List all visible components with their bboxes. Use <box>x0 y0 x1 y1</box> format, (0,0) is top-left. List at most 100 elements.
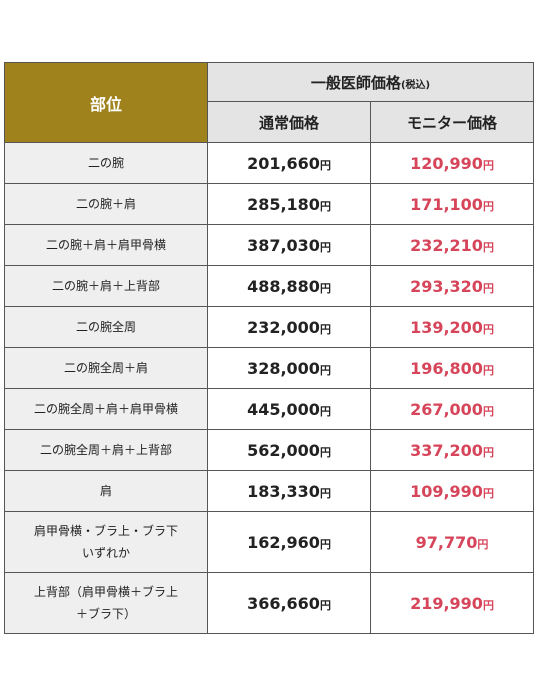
regular-price-cell: 488,880円 <box>207 265 371 307</box>
monitor-price-cell: 196,800円 <box>370 347 534 389</box>
regular-price-cell: 387,030円 <box>207 224 371 266</box>
regular-price-value: 488,880 <box>247 276 320 296</box>
yen-unit: 円 <box>319 537 331 551</box>
monitor-price-value: 267,000 <box>410 399 483 419</box>
table-row: 二の腕全周 232,000円 139,200円 <box>4 306 534 348</box>
price-table: 部位 一般医師価格(税込) 通常価格 モニター価格 二の腕 201,660円 120… <box>4 62 534 634</box>
yen-unit: 円 <box>319 281 331 295</box>
tax-note: (税込) <box>400 79 431 91</box>
part-cell: 上背部（肩甲骨横＋ブラ上 ＋ブラ下） <box>4 572 208 634</box>
table-row: 二の腕全周＋肩＋上背部 562,000円 337,200円 <box>4 429 534 471</box>
part-name: 肩 <box>99 484 112 498</box>
yen-unit: 円 <box>319 158 331 172</box>
yen-unit: 円 <box>477 537 489 551</box>
monitor-price-cell: 219,990円 <box>370 572 534 634</box>
monitor-price-value: 232,210 <box>410 235 483 255</box>
yen-unit: 円 <box>319 322 331 336</box>
yen-unit: 円 <box>482 158 494 172</box>
regular-price-value: 366,660 <box>247 593 320 613</box>
yen-unit: 円 <box>319 486 331 500</box>
yen-unit: 円 <box>482 486 494 500</box>
regular-price-cell: 232,000円 <box>207 306 371 348</box>
header-group-label: 一般医師価格 <box>310 73 401 92</box>
regular-price-cell: 183,330円 <box>207 470 371 512</box>
part-name: 二の腕＋肩 <box>75 197 136 211</box>
table-row: 上背部（肩甲骨横＋ブラ上 ＋ブラ下） 366,660円 219,990円 <box>4 572 534 634</box>
table-row: 二の腕全周＋肩 328,000円 196,800円 <box>4 347 534 389</box>
monitor-price-value: 196,800 <box>410 358 483 378</box>
part-cell: 二の腕全周＋肩＋上背部 <box>4 429 208 471</box>
regular-price-cell: 328,000円 <box>207 347 371 389</box>
regular-price-cell: 201,660円 <box>207 142 371 184</box>
monitor-price-value: 120,990 <box>410 153 483 173</box>
yen-unit: 円 <box>482 404 494 418</box>
part-cell: 二の腕＋肩 <box>4 183 208 225</box>
regular-price-value: 183,330 <box>247 481 320 501</box>
part-name: 上背部（肩甲骨横＋ブラ上 <box>33 585 178 599</box>
monitor-price-value: 219,990 <box>410 593 483 613</box>
yen-unit: 円 <box>319 404 331 418</box>
monitor-price-cell: 267,000円 <box>370 388 534 430</box>
yen-unit: 円 <box>319 598 331 612</box>
table-row: 二の腕全周＋肩＋肩甲骨横 445,000円 267,000円 <box>4 388 534 430</box>
table-row: 二の腕＋肩 285,180円 171,100円 <box>4 183 534 225</box>
part-name-line2: ＋ブラ下） <box>75 607 136 621</box>
yen-unit: 円 <box>319 445 331 459</box>
header-general-doctor-price: 一般医師価格(税込) <box>207 62 534 102</box>
part-cell: 二の腕全周 <box>4 306 208 348</box>
yen-unit: 円 <box>319 363 331 377</box>
yen-unit: 円 <box>482 445 494 459</box>
regular-price-value: 445,000 <box>247 399 320 419</box>
regular-price-cell: 366,660円 <box>207 572 371 634</box>
part-cell: 肩 <box>4 470 208 512</box>
part-cell: 肩甲骨横・ブラ上・ブラ下 いずれか <box>4 511 208 573</box>
header-monitor-price: モニター価格 <box>370 101 534 143</box>
regular-price-value: 232,000 <box>247 317 320 337</box>
table-row: 肩甲骨横・ブラ上・ブラ下 いずれか 162,960円 97,770円 <box>4 511 534 573</box>
table-row: 二の腕＋肩＋肩甲骨横 387,030円 232,210円 <box>4 224 534 266</box>
part-name: 二の腕＋肩＋肩甲骨横 <box>45 238 166 252</box>
monitor-price-cell: 293,320円 <box>370 265 534 307</box>
table-body: 二の腕 201,660円 120,990円 二の腕＋肩 285,180円 171,100円… <box>4 142 534 634</box>
monitor-price-value: 293,320 <box>410 276 483 296</box>
part-cell: 二の腕全周＋肩＋肩甲骨横 <box>4 388 208 430</box>
yen-unit: 円 <box>482 322 494 336</box>
part-cell: 二の腕全周＋肩 <box>4 347 208 389</box>
regular-price-value: 562,000 <box>247 440 320 460</box>
monitor-price-value: 109,990 <box>410 481 483 501</box>
part-name: 二の腕＋肩＋上背部 <box>51 279 160 293</box>
yen-unit: 円 <box>482 281 494 295</box>
monitor-price-value: 337,200 <box>410 440 483 460</box>
monitor-price-cell: 337,200円 <box>370 429 534 471</box>
monitor-price-cell: 139,200円 <box>370 306 534 348</box>
monitor-price-value: 139,200 <box>410 317 483 337</box>
monitor-price-cell: 97,770円 <box>370 511 534 573</box>
regular-price-value: 201,660 <box>247 153 320 173</box>
yen-unit: 円 <box>482 199 494 213</box>
regular-price-cell: 162,960円 <box>207 511 371 573</box>
regular-price-cell: 445,000円 <box>207 388 371 430</box>
regular-price-cell: 562,000円 <box>207 429 371 471</box>
monitor-price-cell: 232,210円 <box>370 224 534 266</box>
monitor-price-value: 171,100 <box>410 194 483 214</box>
header-part: 部位 <box>4 62 208 143</box>
part-name: 二の腕全周＋肩＋肩甲骨横 <box>33 402 178 416</box>
table-row: 肩 183,330円 109,990円 <box>4 470 534 512</box>
regular-price-value: 387,030 <box>247 235 320 255</box>
monitor-price-value: 97,770 <box>415 532 478 552</box>
regular-price-cell: 285,180円 <box>207 183 371 225</box>
table-row: 二の腕＋肩＋上背部 488,880円 293,320円 <box>4 265 534 307</box>
yen-unit: 円 <box>482 240 494 254</box>
part-cell: 二の腕＋肩＋肩甲骨横 <box>4 224 208 266</box>
yen-unit: 円 <box>482 598 494 612</box>
part-name: 二の腕全周＋肩 <box>63 361 148 375</box>
monitor-price-cell: 120,990円 <box>370 142 534 184</box>
regular-price-value: 285,180 <box>247 194 320 214</box>
yen-unit: 円 <box>482 363 494 377</box>
monitor-price-cell: 171,100円 <box>370 183 534 225</box>
part-cell: 二の腕 <box>4 142 208 184</box>
header-regular-price: 通常価格 <box>207 101 371 143</box>
monitor-price-cell: 109,990円 <box>370 470 534 512</box>
table-row: 二の腕 201,660円 120,990円 <box>4 142 534 184</box>
part-name: 二の腕全周＋肩＋上背部 <box>39 443 172 457</box>
